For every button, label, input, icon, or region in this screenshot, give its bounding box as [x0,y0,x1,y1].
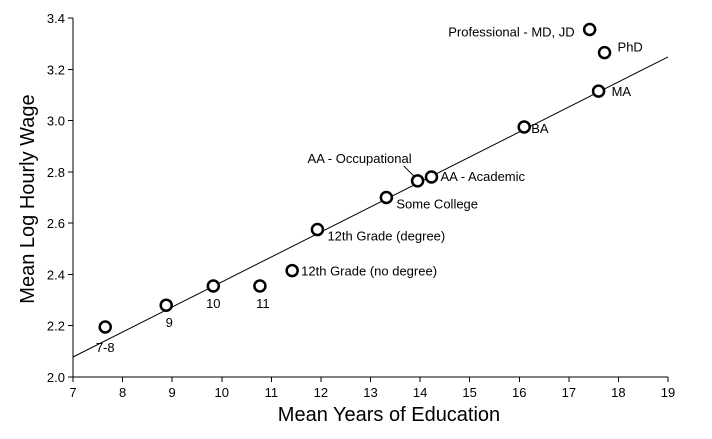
x-tick-label: 14 [413,385,427,400]
data-point [379,190,394,205]
point-label: BA [531,121,549,136]
y-tick-label: 2.8 [47,165,65,180]
x-tick-label: 9 [169,385,176,400]
point-label: Some College [396,197,478,212]
data-point [310,222,325,237]
point-labels-layer: 7-8 9 10 11 12th Grade (no degree) 12th Grade… [96,25,643,355]
y-tick-label: 2.6 [47,216,65,231]
x-tick-label: 8 [119,385,126,400]
x-tick-label: 19 [661,385,675,400]
point-label: PhD [618,40,643,55]
x-tick-label: 10 [215,385,229,400]
point-label: AA - Occupational [308,151,412,166]
x-tick-label: 18 [611,385,625,400]
data-point [591,84,606,98]
y-tick-label: 2.2 [47,319,65,334]
data-point [253,279,267,293]
x-axis-title: Mean Years of Education [278,404,500,426]
point-label: AA - Academic [440,169,525,184]
fit-line-layer [72,56,669,358]
y-tick-label: 2.0 [47,370,65,385]
x-tick-label: 17 [562,385,576,400]
y-tick-label: 2.4 [47,267,65,282]
data-point [517,120,531,134]
y-axis-title: Mean Log Hourly Wage [17,94,39,303]
data-point [424,170,439,184]
data-point [597,45,612,60]
y-tick-label: 3.2 [47,62,65,77]
x-tick-label: 15 [462,385,476,400]
x-tick-label: 13 [363,385,377,400]
axes: 7 8 9 10 11 12 13 14 15 16 17 18 19 2.0 2.2 2.4 2.6 2.8 3.… [47,11,675,400]
leader-line [403,165,414,177]
point-label: 11 [256,296,270,311]
point-label: 10 [206,296,220,311]
y-tick-label: 3.0 [47,114,65,129]
point-label: 12th Grade (degree) [327,229,445,244]
data-point [410,174,425,188]
point-label: 12th Grade (no degree) [301,264,437,279]
point-label: 9 [166,315,173,330]
point-label: Professional - MD, JD [448,25,574,40]
x-tick-label: 12 [314,385,328,400]
points-layer [98,22,612,334]
x-tick-label: 16 [512,385,526,400]
x-tick-label: 7 [69,385,76,400]
y-tick-label: 3.4 [47,11,65,26]
point-label: MA [612,84,632,99]
data-point [98,320,112,334]
x-tick-label: 11 [265,385,279,400]
data-point [206,279,221,293]
fit-line [72,56,669,358]
point-label: 7-8 [96,340,115,355]
data-point [582,22,597,37]
data-point [285,263,299,278]
data-point [159,298,173,312]
